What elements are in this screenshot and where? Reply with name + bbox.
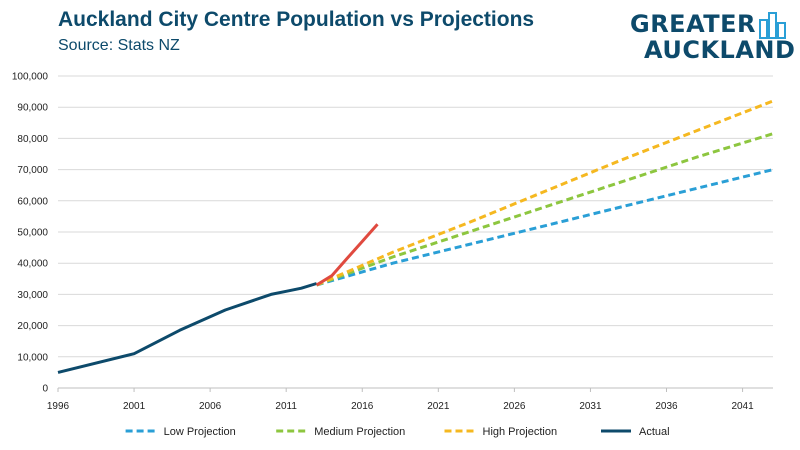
x-tick-label: 2036	[655, 401, 678, 412]
x-tick-label: 2016	[351, 401, 374, 412]
y-tick-label: 10,000	[17, 352, 48, 363]
legend-label-high-projection: High Projection	[483, 426, 558, 438]
y-tick-label: 20,000	[17, 321, 48, 332]
legend-label-medium-projection: Medium Projection	[314, 426, 405, 438]
series-4-line	[315, 223, 379, 287]
y-tick-label: 90,000	[17, 103, 48, 114]
y-tick-label: 0	[42, 384, 48, 395]
x-tick-label: 2006	[199, 401, 222, 412]
y-tick-label: 40,000	[17, 259, 48, 270]
logo-word-auckland: AUCKLAND	[644, 36, 796, 64]
y-tick-label: 80,000	[17, 134, 48, 145]
medium-projection-line	[316, 132, 774, 287]
chart-subtitle: Source: Stats NZ	[58, 37, 180, 54]
x-tick-label: 2011	[275, 401, 297, 412]
city-skyline-icon	[759, 12, 786, 39]
actual-line	[57, 282, 318, 374]
y-tick-label: 60,000	[17, 196, 48, 207]
y-tick-label: 30,000	[17, 290, 48, 301]
x-tick-label: 2031	[579, 401, 602, 412]
y-tick-label: 70,000	[17, 165, 48, 176]
x-tick-label: 2001	[123, 401, 146, 412]
x-tick-label: 2021	[427, 401, 450, 412]
logo-word-greater: GREATER	[630, 10, 757, 38]
x-tick-label: 1996	[47, 401, 70, 412]
x-tick-label: 2041	[731, 401, 754, 412]
low-projection-line	[316, 168, 774, 287]
y-tick-label: 50,000	[17, 228, 48, 239]
legend-label-low-projection: Low Projection	[164, 426, 236, 438]
y-tick-label: 100,000	[12, 72, 49, 83]
chart-title: Auckland City Centre Population vs Proje…	[58, 8, 535, 31]
legend-label-actual: Actual	[639, 426, 670, 438]
high-projection-line	[316, 99, 774, 287]
greater-auckland-logo: GREATER AUCKLAND	[626, 8, 795, 64]
x-tick-label: 2026	[503, 401, 526, 412]
